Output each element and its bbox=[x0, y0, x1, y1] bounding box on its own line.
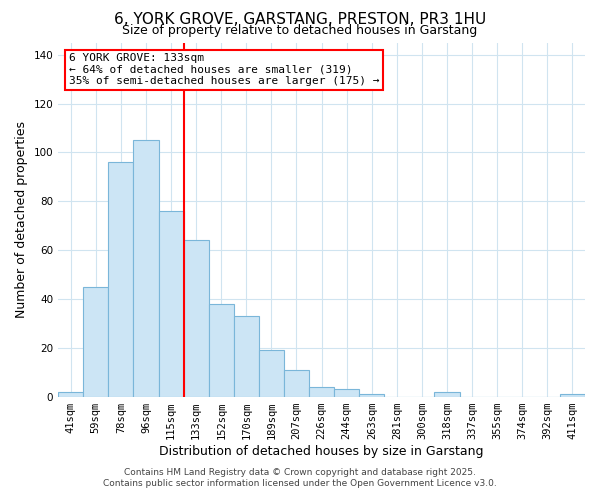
Bar bbox=[209, 304, 234, 396]
Bar bbox=[184, 240, 209, 396]
Bar bbox=[284, 370, 309, 396]
Bar bbox=[58, 392, 83, 396]
Y-axis label: Number of detached properties: Number of detached properties bbox=[15, 121, 28, 318]
Bar bbox=[109, 162, 133, 396]
Bar bbox=[359, 394, 385, 396]
X-axis label: Distribution of detached houses by size in Garstang: Distribution of detached houses by size … bbox=[160, 444, 484, 458]
Bar bbox=[309, 387, 334, 396]
Bar bbox=[334, 390, 359, 396]
Bar bbox=[83, 286, 109, 397]
Bar bbox=[560, 394, 585, 396]
Text: Contains HM Land Registry data © Crown copyright and database right 2025.
Contai: Contains HM Land Registry data © Crown c… bbox=[103, 468, 497, 487]
Text: 6 YORK GROVE: 133sqm
← 64% of detached houses are smaller (319)
35% of semi-deta: 6 YORK GROVE: 133sqm ← 64% of detached h… bbox=[69, 53, 379, 86]
Text: Size of property relative to detached houses in Garstang: Size of property relative to detached ho… bbox=[122, 24, 478, 37]
Bar bbox=[234, 316, 259, 396]
Bar bbox=[133, 140, 158, 396]
Bar bbox=[434, 392, 460, 396]
Bar bbox=[158, 211, 184, 396]
Bar bbox=[259, 350, 284, 397]
Text: 6, YORK GROVE, GARSTANG, PRESTON, PR3 1HU: 6, YORK GROVE, GARSTANG, PRESTON, PR3 1H… bbox=[114, 12, 486, 28]
